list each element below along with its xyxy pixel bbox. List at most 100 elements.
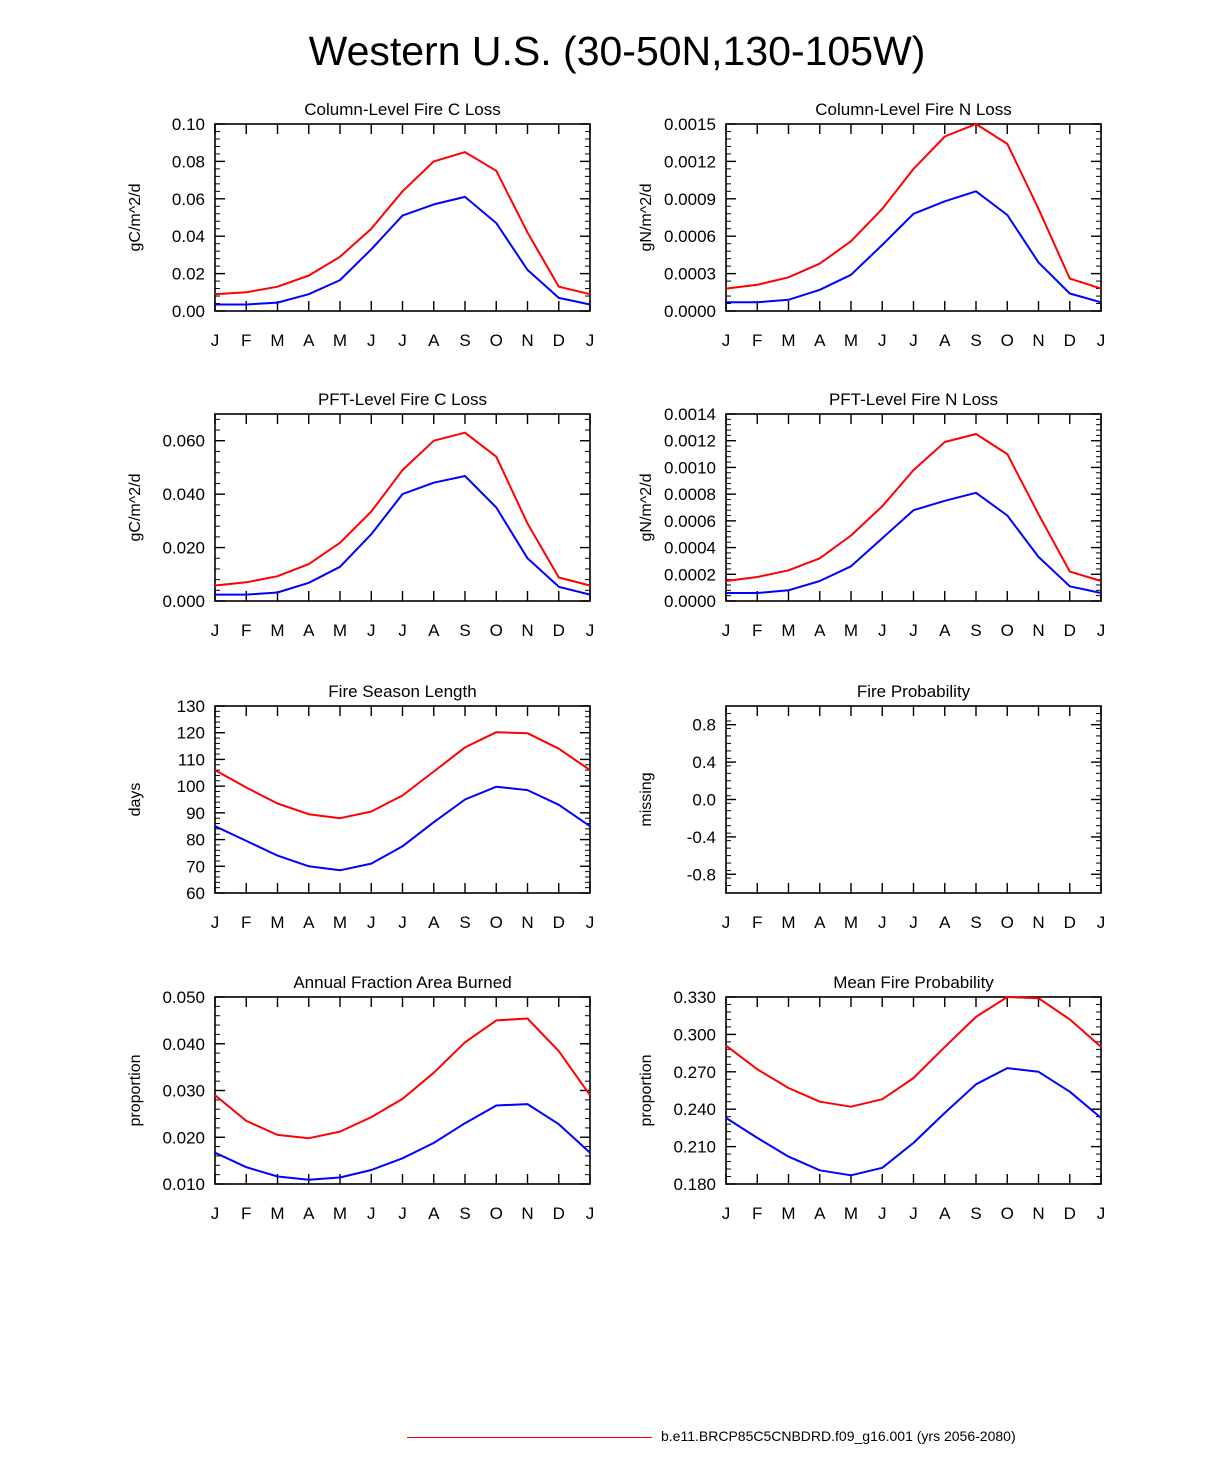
- x-tick-label: M: [844, 621, 858, 640]
- x-tick-label: D: [553, 621, 565, 640]
- x-tick-label: M: [781, 621, 795, 640]
- page-title: Western U.S. (30-50N,130-105W): [308, 28, 926, 74]
- x-tick-label: J: [367, 1204, 376, 1223]
- y-tick-label: 0.10: [172, 115, 205, 134]
- chart-panel-8: Mean Fire Probability proportion 0.180 0.21…: [638, 973, 1105, 1223]
- y-tick-label: 0.0015: [664, 115, 716, 134]
- chart-panel-5: Fire Season Length days 60 70 80 90 100 110 120 1…: [127, 682, 594, 932]
- x-tick-label: N: [1032, 621, 1044, 640]
- x-tick-label: S: [970, 913, 981, 932]
- x-tick-label: M: [333, 913, 347, 932]
- y-tick-label: 0.0012: [664, 152, 716, 171]
- x-tick-label: F: [241, 1204, 251, 1223]
- series-line-blue: [214, 1103, 591, 1181]
- x-tick-label: A: [814, 331, 826, 350]
- x-tick-label: S: [459, 331, 470, 350]
- series-line-red: [725, 123, 1102, 290]
- chart-panel-6: Fire Probability missing -0.8 -0.4 0.0 0.4 0.8…: [638, 682, 1105, 932]
- series-line-red: [214, 731, 591, 820]
- y-tick-label: 0.300: [673, 1025, 716, 1044]
- y-tick-label: 0.00: [172, 302, 205, 321]
- x-tick-label: A: [814, 913, 826, 932]
- y-tick-label: 0.330: [673, 988, 716, 1007]
- x-tick-label: D: [553, 1204, 565, 1223]
- x-tick-label: J: [398, 621, 407, 640]
- x-tick-label: A: [428, 1204, 440, 1223]
- y-tick-label: 0.000: [162, 592, 205, 611]
- x-tick-label: D: [1064, 1204, 1076, 1223]
- x-tick-label: O: [490, 621, 503, 640]
- plot-frame: [725, 996, 1102, 1185]
- x-tick-label: J: [367, 913, 376, 932]
- y-tick-label: 0.210: [673, 1138, 716, 1157]
- x-tick-label: A: [428, 913, 440, 932]
- chart-title: Column-Level Fire C Loss: [304, 100, 501, 119]
- y-tick-label: 0.240: [673, 1100, 716, 1119]
- x-tick-label: F: [752, 621, 762, 640]
- x-tick-label: A: [939, 1204, 951, 1223]
- y-tick-label: 0.0: [692, 791, 716, 810]
- y-tick-label: 0.270: [673, 1063, 716, 1082]
- y-tick-label: 0.180: [673, 1175, 716, 1194]
- y-tick-label: 90: [186, 804, 205, 823]
- y-tick-label: 0.020: [162, 1128, 205, 1147]
- x-tick-label: N: [1032, 913, 1044, 932]
- x-tick-label: O: [1001, 1204, 1014, 1223]
- x-tick-label: J: [211, 621, 220, 640]
- x-tick-label: D: [553, 331, 565, 350]
- series-line-red: [214, 151, 591, 296]
- x-tick-label: S: [459, 913, 470, 932]
- x-tick-label: A: [939, 913, 951, 932]
- y-tick-label: 0.4: [692, 753, 716, 772]
- x-tick-label: A: [814, 621, 826, 640]
- x-tick-label: M: [844, 331, 858, 350]
- y-tick-label: 0.0000: [664, 592, 716, 611]
- chart-title: PFT-Level Fire C Loss: [318, 390, 487, 409]
- chart-title: Annual Fraction Area Burned: [293, 973, 511, 992]
- x-tick-label: N: [521, 1204, 533, 1223]
- y-tick-label: 70: [186, 857, 205, 876]
- y-tick-label: 120: [177, 724, 205, 743]
- plot-frame: [725, 413, 1102, 602]
- x-tick-label: O: [490, 913, 503, 932]
- y-tick-label: 0.040: [162, 1035, 205, 1054]
- x-tick-label: J: [586, 621, 595, 640]
- x-tick-label: J: [586, 1204, 595, 1223]
- x-tick-label: O: [1001, 331, 1014, 350]
- x-tick-label: M: [844, 1204, 858, 1223]
- y-tick-label: 0.0009: [664, 190, 716, 209]
- x-tick-label: J: [722, 621, 731, 640]
- x-tick-label: N: [521, 913, 533, 932]
- y-tick-label: 0.060: [162, 432, 205, 451]
- y-tick-label: 0.040: [162, 485, 205, 504]
- x-tick-label: A: [939, 331, 951, 350]
- x-tick-label: M: [333, 1204, 347, 1223]
- x-tick-label: J: [398, 331, 407, 350]
- x-tick-label: N: [521, 331, 533, 350]
- y-tick-label: 0.08: [172, 152, 205, 171]
- chart-title: PFT-Level Fire N Loss: [829, 390, 998, 409]
- x-tick-label: M: [781, 913, 795, 932]
- x-tick-label: N: [1032, 331, 1044, 350]
- x-tick-label: J: [909, 1204, 918, 1223]
- plot-frame: [214, 413, 591, 602]
- x-tick-label: M: [781, 1204, 795, 1223]
- chart-panel-1: Column-Level Fire C Loss gC/m^2/d 0.00 0.02…: [127, 100, 594, 350]
- series-line-red: [214, 1017, 591, 1140]
- x-tick-label: J: [586, 913, 595, 932]
- x-tick-label: M: [270, 1204, 284, 1223]
- x-tick-label: J: [1097, 331, 1106, 350]
- x-tick-label: M: [270, 331, 284, 350]
- x-tick-label: O: [1001, 913, 1014, 932]
- x-tick-label: J: [398, 913, 407, 932]
- series-line-blue: [726, 491, 1102, 594]
- x-tick-label: M: [781, 331, 795, 350]
- x-tick-label: S: [459, 1204, 470, 1223]
- chart-title: Column-Level Fire N Loss: [815, 100, 1012, 119]
- y-tick-label: -0.4: [687, 828, 716, 847]
- x-tick-label: J: [878, 913, 887, 932]
- y-tick-label: 0.0008: [664, 485, 716, 504]
- x-tick-label: A: [303, 621, 315, 640]
- y-tick-label: 0.0000: [664, 302, 716, 321]
- x-tick-label: J: [1097, 913, 1106, 932]
